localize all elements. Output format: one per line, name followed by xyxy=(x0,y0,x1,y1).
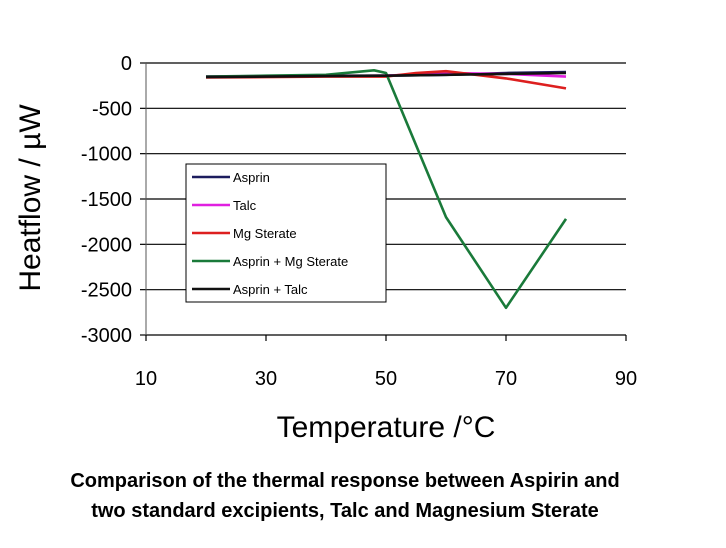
caption-line-2: two standard excipients, Talc and Magnes… xyxy=(91,500,599,522)
legend-label-1: Talc xyxy=(233,198,257,213)
legend: Asprin Talc Mg Sterate Asprin + Mg Sterate A… xyxy=(185,163,387,303)
y-tick-label: -3000 xyxy=(81,325,132,347)
series-line-4 xyxy=(205,71,567,79)
legend-label-2: Mg Sterate xyxy=(233,226,297,241)
legend-label-4: Asprin + Talc xyxy=(233,282,308,297)
x-tick-label: 90 xyxy=(615,368,637,390)
axes-layer xyxy=(140,62,627,341)
y-tick-label: -1000 xyxy=(81,144,132,166)
series-layer xyxy=(205,69,568,310)
y-tick-label: -2000 xyxy=(81,234,132,256)
x-tick-label: 50 xyxy=(375,368,397,390)
y-axis-title: Heatflow / µW xyxy=(14,104,47,292)
figure-caption: Comparison of the thermal response betwe… xyxy=(0,466,690,526)
legend-label-3: Asprin + Mg Sterate xyxy=(233,254,348,269)
x-tick-label: 70 xyxy=(495,368,517,390)
legend-label-0: Asprin xyxy=(233,170,270,185)
caption-line-1: Comparison of the thermal response betwe… xyxy=(70,470,620,492)
y-tick-label: 0 xyxy=(121,53,132,75)
y-tick-label: -1500 xyxy=(81,189,132,211)
y-tick-label: -2500 xyxy=(81,280,132,302)
x-tick-label: 10 xyxy=(135,368,157,390)
legend-box xyxy=(185,163,387,303)
x-tick-label: 30 xyxy=(255,368,277,390)
y-tick-label: -500 xyxy=(92,98,132,120)
x-axis-title: Temperature /°C xyxy=(277,411,496,444)
